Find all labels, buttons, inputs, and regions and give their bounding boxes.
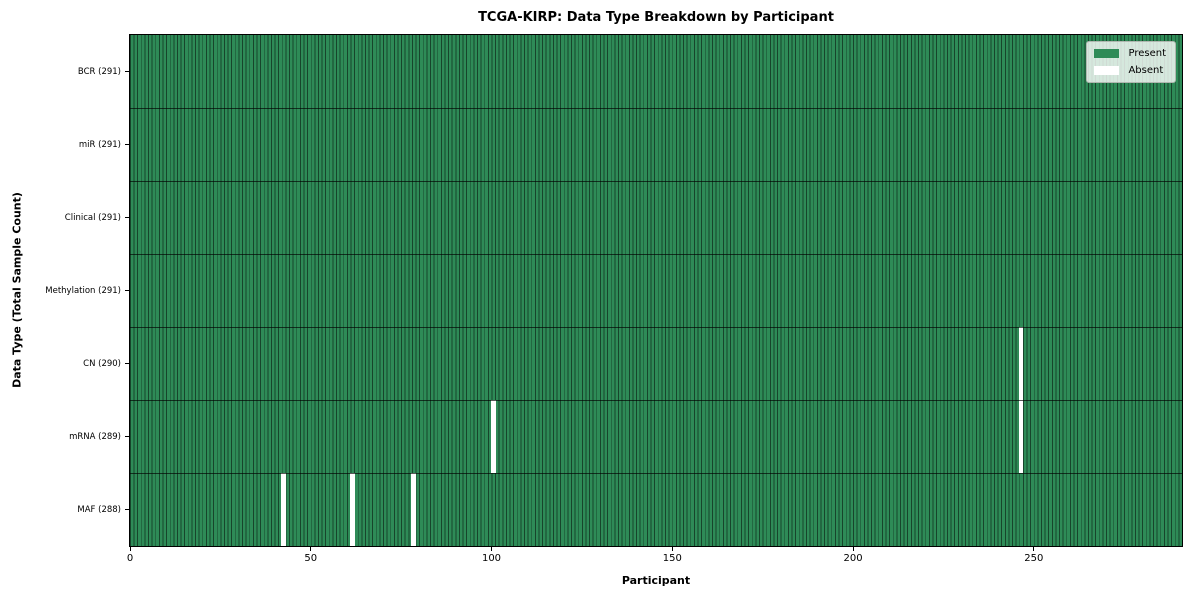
- legend-item-present: Present: [1094, 47, 1166, 60]
- y-tick-mark: [125, 436, 129, 437]
- x-tick-label: 50: [304, 553, 318, 564]
- absent-cell-MAF-42: [281, 473, 286, 546]
- y-tick-mark: [125, 217, 129, 218]
- y-tick-label-CN: CN (290): [83, 358, 121, 369]
- legend-item-absent: Absent: [1094, 64, 1166, 77]
- y-tick-label-Clinical: Clinical (291): [64, 212, 121, 223]
- x-tick-mark: [1033, 547, 1035, 551]
- row-separator: [130, 326, 1182, 328]
- chart-title: TCGA-KIRP: Data Type Breakdown by Partic…: [478, 10, 834, 25]
- y-tick-label-BCR: BCR (291): [77, 66, 121, 77]
- x-tick-label: 250: [1024, 553, 1044, 564]
- absent-cell-mRNA-246: [1018, 400, 1024, 473]
- legend-swatch-absent: [1094, 66, 1120, 75]
- legend: Present Absent: [1086, 41, 1176, 83]
- y-axis-label: Data Type (Total Sample Count): [10, 192, 24, 388]
- x-tick-label: 150: [662, 553, 682, 564]
- legend-label: Present: [1128, 48, 1166, 59]
- row-separator: [130, 399, 1182, 401]
- x-tick-label: 0: [126, 553, 134, 564]
- row-separator: [130, 107, 1182, 109]
- y-tick-label-Methylation: Methylation (291): [45, 285, 121, 296]
- absent-cell-MAF-61: [350, 473, 355, 546]
- y-tick-mark: [125, 509, 129, 510]
- x-tick-label: 200: [843, 553, 863, 564]
- x-tick-mark: [310, 547, 312, 551]
- x-tick-mark: [852, 547, 854, 551]
- absent-cell-MAF-78: [411, 473, 417, 546]
- y-tick-mark: [125, 290, 129, 291]
- y-tick-mark: [125, 144, 129, 145]
- x-axis-label: Participant: [621, 574, 691, 587]
- x-tick-mark: [671, 547, 673, 551]
- absent-cell-mRNA-100: [491, 400, 496, 473]
- y-tick-label-MAF: MAF (288): [77, 504, 121, 515]
- legend-label: Absent: [1128, 65, 1164, 76]
- y-tick-label-miR: miR (291): [78, 139, 121, 150]
- x-tick-label: 100: [481, 553, 502, 564]
- y-tick-mark: [125, 71, 129, 72]
- row-separator: [130, 253, 1182, 255]
- y-tick-mark: [125, 363, 129, 364]
- y-tick-label-mRNA: mRNA (289): [69, 431, 121, 442]
- row-separator: [130, 472, 1182, 474]
- x-tick-mark: [491, 547, 492, 551]
- plot-area: Present Absent BCR (291) miR (291) Clinical…: [45, 34, 1183, 564]
- row-separator: [130, 180, 1182, 182]
- x-tick-mark: [129, 547, 131, 551]
- absent-cell-CN-246: [1018, 327, 1024, 400]
- legend-swatch-present: [1094, 49, 1120, 58]
